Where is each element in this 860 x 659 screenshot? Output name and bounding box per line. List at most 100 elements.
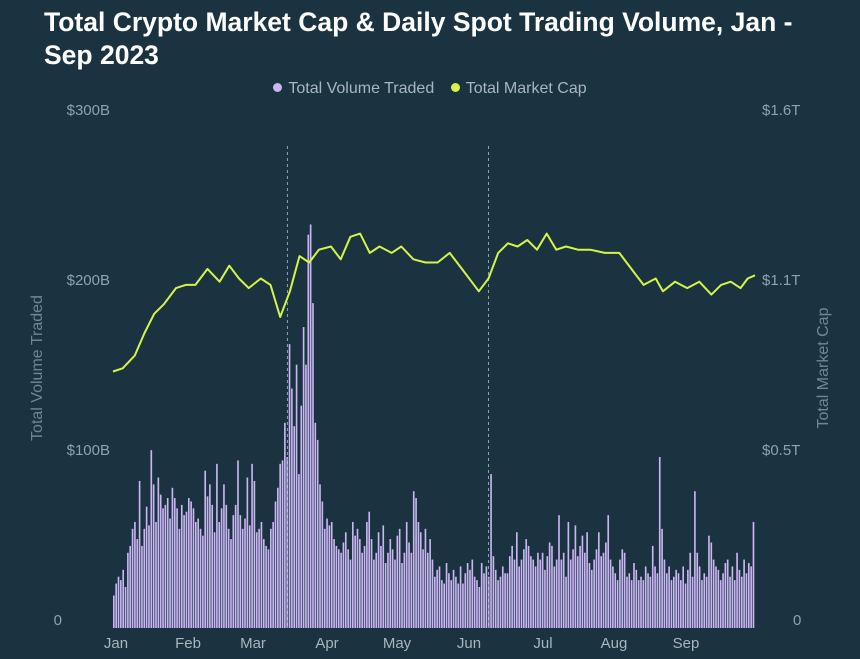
volume-bar: [295, 364, 298, 628]
volume-bar: [396, 535, 399, 628]
volume-bar: [152, 484, 155, 628]
volume-bar: [260, 521, 263, 628]
volume-bar: [316, 439, 319, 628]
y-right-tick-0: 0: [793, 612, 802, 629]
volume-bar: [356, 528, 359, 628]
volume-bar: [722, 573, 724, 628]
volume-bar: [530, 556, 532, 628]
volume-bar: [647, 573, 649, 628]
volume-bar: [708, 535, 710, 628]
volume-bar: [244, 518, 246, 628]
volume-bar: [267, 549, 270, 628]
volume-bar: [626, 576, 628, 628]
volume-bar: [661, 528, 663, 628]
volume-bar: [419, 532, 422, 628]
volume-bar: [429, 539, 431, 628]
volume-bar: [262, 539, 265, 628]
volume-bar: [637, 580, 640, 628]
volume-bar: [159, 494, 162, 628]
volume-bar: [361, 552, 363, 628]
volume-bar: [424, 528, 427, 628]
volume-bar: [173, 498, 176, 628]
volume-bar: [691, 576, 694, 628]
volume-bar: [560, 559, 563, 628]
volume-bar: [605, 542, 607, 628]
volume-bar: [166, 498, 169, 628]
volume-bar: [670, 580, 673, 628]
volume-bar: [436, 569, 438, 628]
volume-bar: [649, 576, 652, 628]
volume-bar: [581, 535, 584, 628]
x-tick-jul: Jul: [533, 635, 553, 652]
volume-bar: [459, 566, 462, 628]
volume-bar: [616, 580, 619, 628]
volume-bar: [422, 549, 424, 628]
volume-bar: [450, 580, 453, 628]
volume-bar: [405, 521, 408, 628]
legend-item-volume[interactable]: Total Volume Traded: [273, 80, 434, 98]
volume-bar: [124, 586, 127, 628]
volume-bar: [677, 573, 680, 628]
volume-bar: [628, 573, 631, 628]
legend: Total Volume Traded Total Market Cap: [0, 80, 860, 98]
volume-bar: [548, 542, 551, 628]
volume-bar: [220, 508, 223, 628]
volume-bar: [375, 552, 378, 628]
volume-bar: [504, 573, 506, 628]
volume-bar: [569, 559, 572, 628]
volume-bar: [520, 559, 523, 628]
volume-bar: [335, 545, 338, 628]
volume-bar: [675, 569, 677, 628]
volume-bars: [113, 224, 755, 628]
volume-bar: [724, 563, 727, 628]
volume-bar: [382, 525, 385, 628]
volume-bar: [291, 388, 293, 628]
volume-bar: [218, 521, 221, 628]
volume-bar: [199, 528, 202, 628]
volume-bar: [323, 528, 326, 628]
volume-bar: [363, 545, 366, 628]
volume-bar: [469, 569, 471, 628]
volume-bar: [480, 563, 483, 628]
volume-bar: [169, 518, 171, 628]
volume-bar: [590, 569, 593, 628]
x-tick-aug: Aug: [600, 635, 628, 652]
volume-bar: [328, 525, 331, 628]
volume-bar: [644, 566, 647, 628]
volume-bar: [148, 525, 150, 628]
volume-bar: [562, 552, 565, 628]
volume-bar: [293, 426, 296, 628]
volume-bar: [300, 405, 303, 628]
volume-bar: [651, 545, 654, 628]
volume-bar: [307, 234, 310, 628]
volume-bar: [394, 559, 396, 628]
volume-bar: [410, 552, 413, 628]
volume-bar: [607, 515, 610, 628]
volume-bar: [448, 573, 450, 628]
volume-bar: [705, 576, 708, 628]
legend-item-market-cap[interactable]: Total Market Cap: [450, 80, 587, 98]
volume-bar: [682, 566, 684, 628]
volume-bar: [115, 583, 117, 628]
volume-bar: [213, 532, 216, 628]
volume-bar: [359, 539, 361, 628]
volume-bar: [511, 545, 513, 628]
volume-bar: [178, 528, 181, 628]
volume-bar: [387, 552, 389, 628]
volume-bar: [471, 559, 474, 628]
legend-label-market-cap: Total Market Cap: [465, 80, 587, 97]
volume-bar: [258, 528, 260, 628]
volume-bar: [237, 460, 239, 628]
volume-bar: [370, 539, 373, 628]
volume-bar: [508, 556, 511, 628]
volume-bar: [485, 566, 488, 628]
volume-bar: [412, 491, 415, 628]
volume-bar: [600, 556, 602, 628]
volume-bar: [230, 539, 232, 628]
volume-bar: [680, 580, 682, 628]
volume-bar: [551, 545, 553, 628]
volume-bar: [305, 364, 307, 628]
volume-bar: [145, 506, 148, 628]
x-tick-jun: Jun: [456, 635, 482, 652]
volume-bar: [497, 580, 499, 628]
